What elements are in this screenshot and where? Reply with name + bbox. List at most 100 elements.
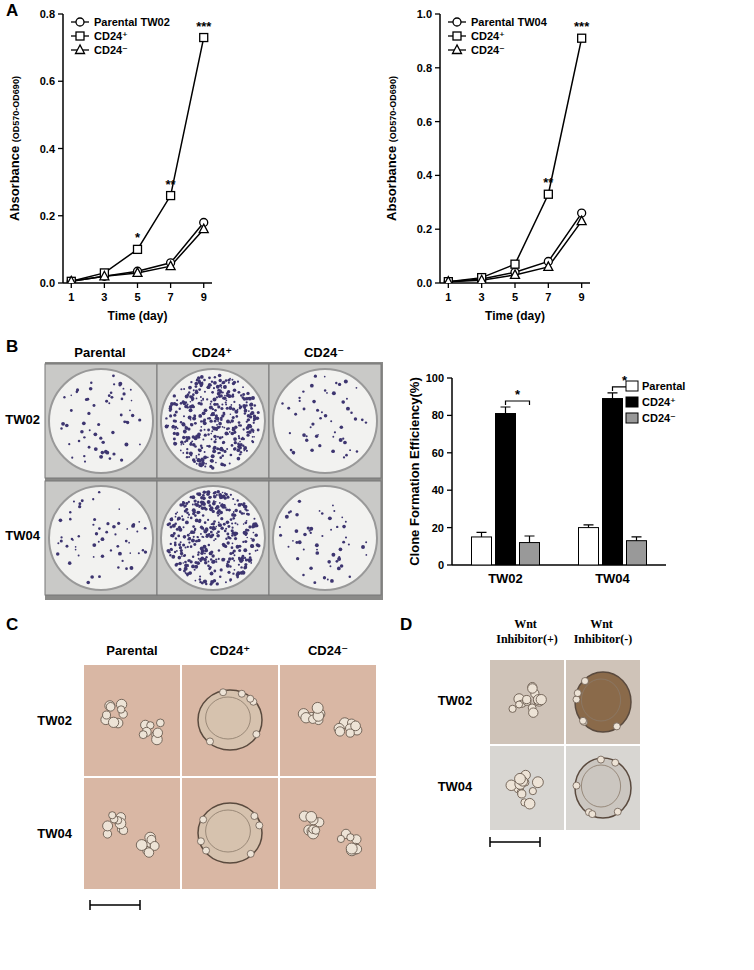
colony bbox=[230, 413, 232, 415]
colony bbox=[242, 504, 244, 506]
colony bbox=[194, 528, 197, 531]
colony bbox=[199, 578, 202, 581]
colony bbox=[226, 541, 229, 544]
column-label: Parental bbox=[106, 643, 157, 658]
colony bbox=[253, 422, 255, 424]
colony bbox=[221, 558, 225, 562]
colony bbox=[188, 571, 192, 575]
colony bbox=[138, 418, 141, 421]
colony bbox=[246, 529, 248, 531]
colony bbox=[131, 524, 135, 528]
colony bbox=[285, 515, 289, 519]
colony bbox=[219, 514, 221, 516]
colony bbox=[253, 419, 255, 421]
colony bbox=[226, 564, 230, 568]
colony bbox=[244, 540, 247, 543]
colony bbox=[211, 554, 214, 557]
colony bbox=[342, 438, 344, 440]
colony bbox=[288, 511, 290, 513]
colony bbox=[225, 581, 227, 583]
cell bbox=[306, 811, 317, 822]
colony bbox=[252, 522, 255, 525]
colony bbox=[256, 549, 258, 551]
colony bbox=[249, 397, 252, 400]
colony bbox=[129, 410, 131, 412]
colony bbox=[171, 549, 173, 551]
colony bbox=[292, 451, 296, 455]
colony bbox=[190, 423, 193, 426]
colony bbox=[220, 568, 223, 571]
colony bbox=[250, 407, 253, 410]
colony bbox=[220, 526, 223, 529]
y-tick bbox=[58, 215, 63, 216]
colony bbox=[201, 400, 203, 402]
colony bbox=[209, 551, 213, 555]
y-tick-label: 0.4 bbox=[417, 169, 433, 181]
colony bbox=[132, 523, 135, 526]
point bbox=[444, 278, 452, 283]
panel-letter: B bbox=[6, 337, 18, 356]
colony bbox=[212, 449, 216, 453]
colony bbox=[183, 570, 186, 573]
colony bbox=[185, 436, 188, 439]
colony bbox=[346, 407, 350, 411]
colony bbox=[321, 411, 323, 413]
colony bbox=[234, 537, 237, 540]
legend-marker bbox=[76, 45, 85, 54]
cell bbox=[614, 808, 621, 815]
colony bbox=[211, 534, 214, 537]
bar bbox=[520, 543, 540, 565]
colony bbox=[109, 457, 112, 460]
colony bbox=[203, 455, 207, 459]
colony bbox=[200, 547, 204, 551]
colony bbox=[231, 529, 234, 532]
colony bbox=[187, 534, 190, 537]
colony bbox=[212, 522, 215, 525]
colony bbox=[326, 392, 328, 394]
colony bbox=[169, 409, 172, 412]
colony bbox=[252, 431, 254, 433]
colony bbox=[76, 388, 79, 391]
colony bbox=[176, 550, 178, 552]
colony bbox=[246, 434, 249, 437]
colony bbox=[194, 422, 197, 425]
colony bbox=[92, 543, 96, 547]
point bbox=[134, 245, 142, 253]
colony bbox=[229, 431, 231, 433]
colony bbox=[305, 439, 308, 442]
colony bbox=[315, 551, 319, 555]
colony bbox=[165, 425, 169, 429]
cell bbox=[597, 756, 604, 763]
micrograph bbox=[182, 778, 278, 889]
x-tick-label: 9 bbox=[201, 291, 207, 303]
colony bbox=[232, 416, 235, 419]
colony bbox=[129, 566, 133, 570]
colony bbox=[196, 463, 198, 465]
y-axis-label-sub: (OD570-OD690) bbox=[388, 76, 398, 142]
colony bbox=[193, 389, 195, 391]
colony bbox=[234, 441, 237, 444]
cell bbox=[153, 728, 162, 737]
y-axis-label-main: Absorbance bbox=[384, 142, 399, 221]
y-tick-label: 0.0 bbox=[417, 277, 432, 289]
colony bbox=[217, 511, 220, 514]
colony bbox=[227, 571, 230, 574]
colony bbox=[192, 504, 194, 506]
colony bbox=[251, 440, 253, 442]
colony bbox=[99, 455, 103, 459]
cell bbox=[103, 821, 113, 831]
colony bbox=[200, 526, 203, 529]
colony bbox=[182, 423, 186, 427]
colony bbox=[198, 388, 201, 391]
colony bbox=[238, 549, 241, 552]
colony bbox=[237, 391, 240, 394]
colony bbox=[224, 492, 226, 494]
colony bbox=[68, 443, 70, 445]
colony bbox=[233, 381, 236, 384]
colony bbox=[187, 404, 189, 406]
colony bbox=[120, 458, 123, 461]
colony bbox=[356, 387, 358, 389]
colony bbox=[365, 541, 367, 543]
colony bbox=[68, 561, 72, 565]
colony bbox=[321, 512, 324, 515]
